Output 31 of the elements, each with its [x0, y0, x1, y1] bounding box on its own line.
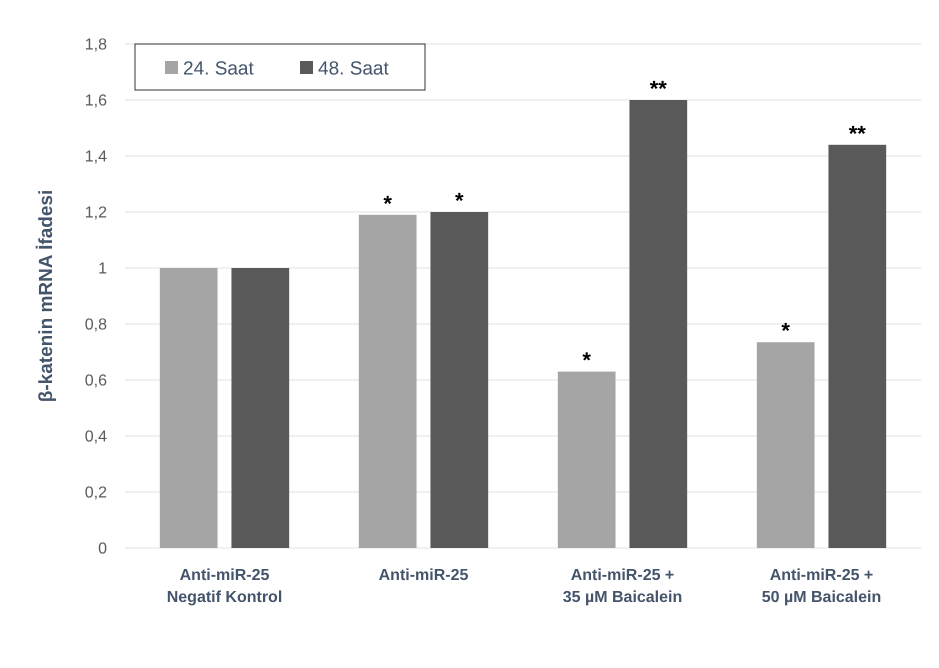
y-tick-label: 1,6 — [84, 92, 108, 110]
y-tick-label: 1 — [98, 260, 108, 278]
legend-label: 24. Saat — [183, 58, 254, 80]
y-tick-label: 0,4 — [84, 428, 108, 446]
y-tick-label: 0,8 — [84, 316, 108, 334]
y-tick-label: 1,4 — [84, 148, 108, 166]
x-tick-label: Anti-miR-25 Negatif Kontrol — [166, 567, 282, 606]
bar — [358, 214, 417, 548]
data-label: ** — [650, 76, 668, 101]
y-tick-label: 0,6 — [84, 372, 108, 390]
bar — [828, 144, 886, 548]
x-tick-label: Anti-miR-25 + 35 µM Baicalein — [562, 567, 682, 606]
x-tick-label: Anti-miR-25 + 50 µM Baicalein — [762, 567, 882, 606]
y-tick-label: 1,8 — [84, 36, 108, 54]
bar — [160, 268, 218, 548]
y-axis-title: β-katenin mRNA İfadesi — [35, 190, 57, 402]
bar — [231, 268, 290, 548]
data-label: * — [455, 188, 464, 213]
data-label: * — [781, 318, 790, 344]
y-tick-label: 0,2 — [84, 484, 108, 502]
data-label: * — [383, 190, 392, 216]
data-label: * — [582, 348, 592, 373]
legend-label: 48. Saat — [318, 58, 390, 80]
y-tick-label: 1,2 — [84, 204, 108, 222]
bar — [430, 212, 488, 548]
data-label: ** — [848, 120, 866, 146]
y-tick-label: 0 — [98, 540, 108, 558]
x-tick-label: Anti-miR-25 — [378, 567, 468, 584]
bar — [756, 342, 815, 548]
bar — [558, 372, 616, 548]
bar — [629, 100, 688, 548]
